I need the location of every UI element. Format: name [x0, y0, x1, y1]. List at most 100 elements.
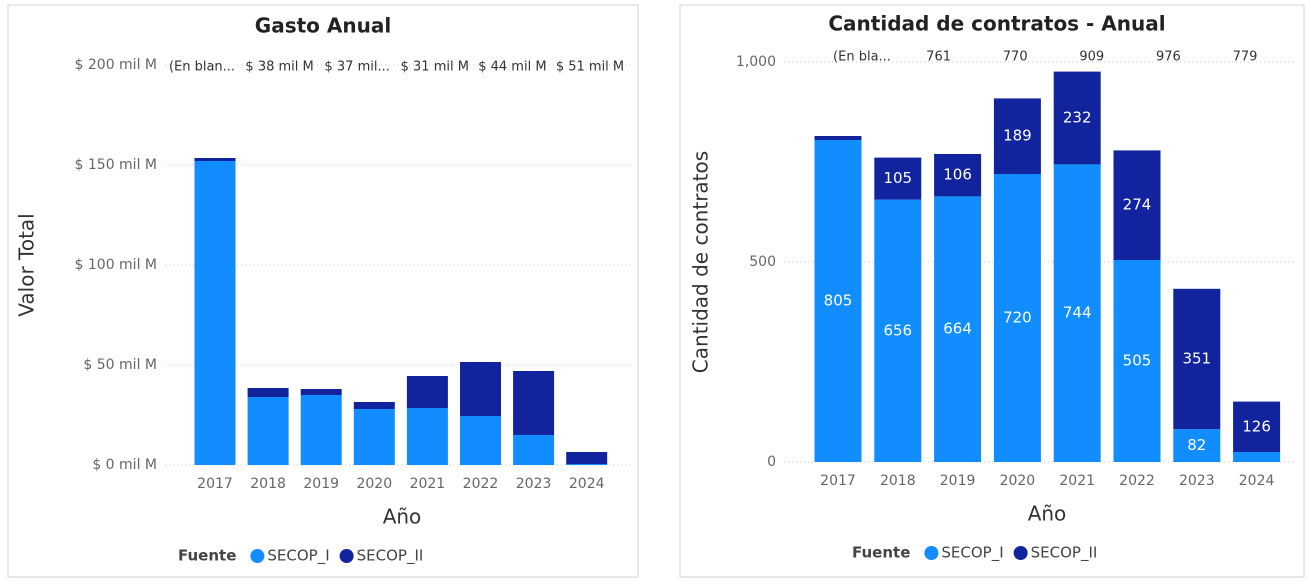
x-tick-label: 2024 [1239, 473, 1275, 489]
annotation: 761 [926, 50, 951, 65]
x-tick-label: 2020 [356, 476, 392, 492]
annotation: $ 51 mil M [556, 60, 624, 75]
bar-segment [353, 409, 395, 465]
bar-segment [194, 158, 236, 161]
bar-segment [513, 435, 555, 465]
data-label: 805 [824, 292, 853, 310]
bar-segment [247, 388, 289, 397]
annotation: 770 [1003, 50, 1028, 65]
x-tick-label: 2021 [410, 476, 446, 492]
bar-segment [1113, 260, 1161, 462]
bar-segment [513, 371, 555, 435]
legend-label: SECOP_I [941, 544, 1003, 563]
annotation: $ 37 mil... [325, 60, 390, 75]
bar-segment [460, 416, 501, 465]
bar-segment [1233, 452, 1281, 462]
bar-segment [1233, 401, 1281, 452]
annotation: (En blan... [169, 60, 235, 75]
legend-title: Fuente [178, 547, 236, 565]
bar-segment [300, 395, 342, 465]
bar-segment [1053, 71, 1101, 165]
data-label: 664 [943, 320, 972, 338]
bar-segment [993, 98, 1041, 174]
annotation: $ 31 mil M [401, 60, 469, 75]
data-label: 82 [1187, 436, 1206, 454]
bar-segment [814, 136, 862, 140]
bar-segment [934, 154, 982, 197]
legend-label: SECOP_I [267, 547, 329, 566]
legend-title: Fuente [852, 544, 910, 562]
bar-segment [353, 402, 395, 409]
legend-marker [924, 546, 939, 560]
data-label: 505 [1123, 352, 1152, 370]
y-tick-label: $ 150 mil M [75, 157, 157, 173]
x-tick-label: 2020 [1000, 473, 1036, 489]
bar-segment [993, 174, 1041, 462]
x-tick-label: 2022 [1119, 473, 1155, 489]
data-label: 720 [1003, 309, 1032, 327]
bar-segment [247, 397, 289, 465]
legend-marker [1013, 546, 1028, 560]
bar-segment [1113, 150, 1161, 260]
annotation: 909 [1079, 50, 1104, 65]
annotation: 976 [1156, 50, 1181, 65]
bar-segment [874, 157, 922, 200]
y-axis-title: Valor Total [15, 213, 39, 316]
chart-title: Cantidad de contratos - Anual [828, 12, 1165, 36]
x-tick-label: 2024 [569, 476, 605, 492]
bar-segment [566, 464, 608, 465]
legend-label: SECOP_II [357, 547, 424, 566]
bar-segment [460, 362, 501, 416]
annotation: 779 [1233, 50, 1258, 65]
x-tick-label: 2022 [463, 476, 499, 492]
bar-segment [1053, 164, 1101, 462]
y-tick-label: $ 0 mil M [92, 457, 157, 473]
y-axis-title: Cantidad de contratos [689, 151, 713, 373]
data-label: 656 [883, 321, 912, 339]
bar-segment [814, 140, 862, 462]
data-label: 189 [1003, 127, 1032, 145]
bar-segment [406, 376, 448, 408]
bar-segment [194, 161, 236, 465]
y-tick-label: 0 [767, 454, 776, 470]
bar-segment [934, 196, 982, 462]
bar-segment [1173, 429, 1221, 462]
x-tick-label: 2018 [250, 476, 286, 492]
annotation: (En bla... [833, 50, 891, 65]
bar-segment [1173, 288, 1221, 430]
bar-segment [874, 199, 922, 462]
bar-segment [566, 452, 608, 464]
x-axis-title: Año [1028, 502, 1067, 526]
data-label: 744 [1063, 304, 1092, 322]
bar-segment [406, 408, 448, 465]
x-tick-label: 2017 [820, 473, 856, 489]
x-tick-label: 2021 [1059, 473, 1095, 489]
data-label: 105 [883, 169, 912, 187]
x-axis-title: Año [383, 505, 422, 529]
y-tick-label: $ 200 mil M [75, 57, 157, 73]
y-tick-label: $ 100 mil M [75, 257, 157, 273]
x-tick-label: 2019 [940, 473, 976, 489]
x-tick-label: 2018 [880, 473, 916, 489]
data-label: 351 [1182, 350, 1211, 368]
y-tick-label: 500 [749, 254, 776, 270]
annotation: $ 38 mil M [245, 60, 313, 75]
data-label: 274 [1123, 196, 1152, 214]
legend-marker [339, 549, 354, 563]
x-tick-label: 2023 [1179, 473, 1215, 489]
y-tick-label: $ 50 mil M [83, 357, 157, 373]
annotation: $ 44 mil M [478, 60, 546, 75]
bar-segment [300, 389, 342, 395]
legend-marker [250, 549, 265, 563]
y-tick-label: 1,000 [736, 54, 776, 70]
data-label: 106 [943, 166, 972, 184]
x-tick-label: 2019 [303, 476, 339, 492]
chart-title: Gasto Anual [255, 14, 391, 38]
panel [7, 4, 639, 578]
x-tick-label: 2017 [197, 476, 233, 492]
data-label: 126 [1242, 417, 1271, 435]
data-label: 232 [1063, 109, 1092, 127]
legend-label: SECOP_II [1031, 544, 1098, 563]
